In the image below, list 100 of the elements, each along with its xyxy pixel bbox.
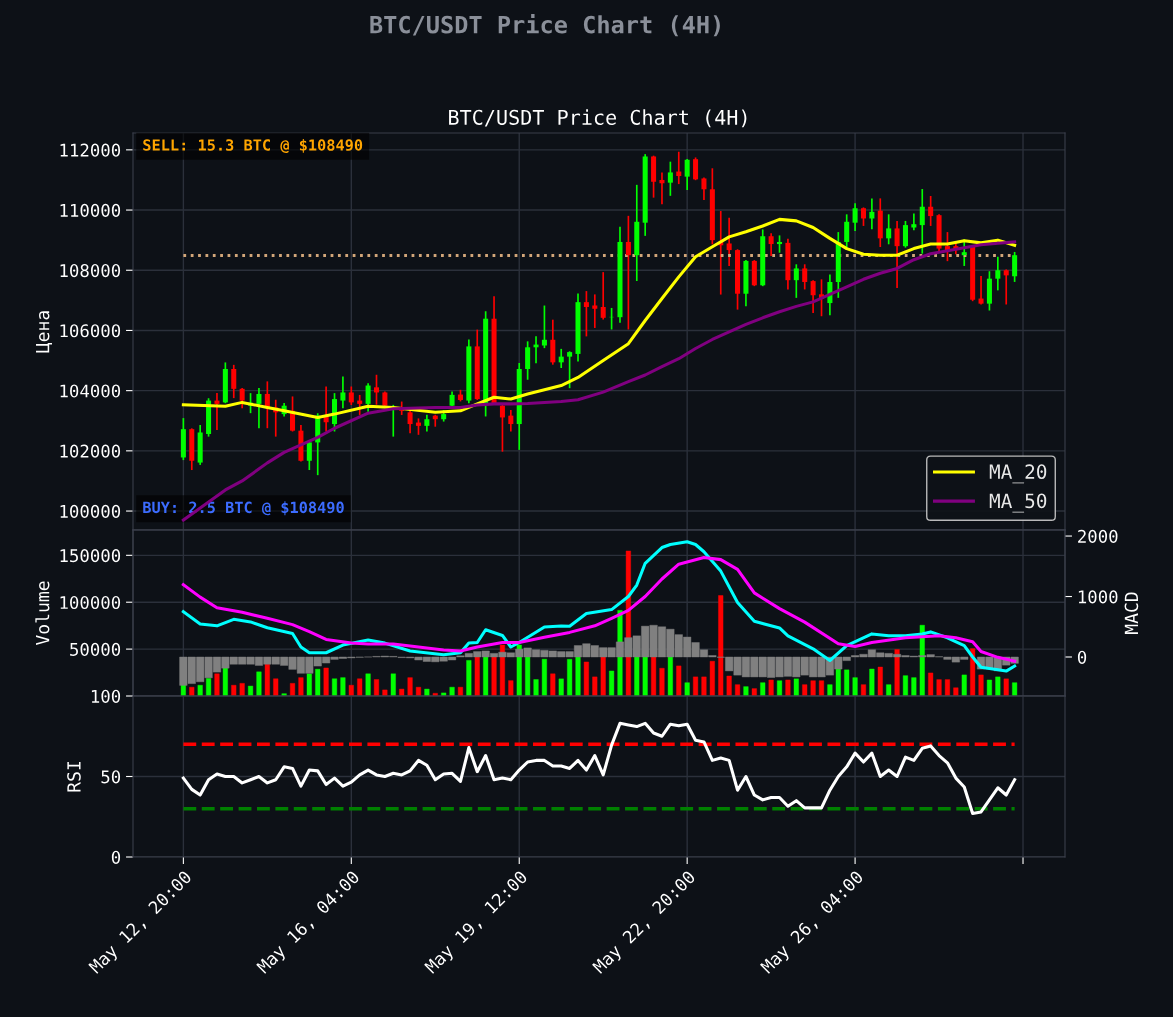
bar [231,685,237,696]
candlestick [978,276,984,305]
y-tick-label: 50 [101,770,121,784]
candlestick [693,157,699,181]
candlestick [902,220,908,248]
bar [331,678,338,696]
bar [726,675,732,696]
candlestick [911,213,917,231]
candlestick [844,214,850,250]
candlestick [340,376,346,409]
y-tick-label: 150000 [60,549,121,563]
y-tick-label: 104000 [60,384,121,398]
bar [298,677,304,696]
bar [659,668,665,696]
bar [827,684,833,696]
bar [751,688,757,696]
bar [743,686,749,696]
bar [877,666,883,696]
candlestick [852,203,858,232]
chart-subtitle: BTC/USDT Price Chart (4H) [370,14,720,37]
y-tick-label: 100000 [60,595,121,610]
y-tick-label: 102000 [60,444,121,458]
bar [944,679,950,696]
bar [239,683,245,696]
bar [709,661,715,696]
chart-title: BTC/USDT Price Chart (4H) [449,109,747,128]
candlestick [600,272,606,320]
bar [860,684,867,696]
bar [911,677,917,696]
candlestick [894,220,900,288]
bar [399,688,405,696]
bar [936,679,942,696]
candlestick [726,217,732,266]
candlestick [869,198,875,230]
bar [1012,682,1018,696]
y-axis-title: Volume [35,581,50,646]
candlestick [499,404,505,452]
candlestick [583,291,589,337]
bar [902,675,908,696]
bar [533,679,539,696]
candlestick [256,388,262,429]
bar [323,667,329,696]
bar [718,595,724,696]
y-tick-label: 100000 [60,504,121,518]
candlestick [592,294,598,328]
bar [340,677,346,696]
bar [894,649,900,696]
bar [365,673,371,696]
bar [869,668,875,696]
candlestick [793,264,799,298]
candlestick [701,177,707,201]
bar [558,678,564,696]
candlestick [373,374,380,405]
bar [684,682,690,696]
legend-label: MA_20 [989,464,1047,484]
candlestick [550,319,556,365]
y-tick-label: 112000 [60,143,121,157]
bar [348,685,354,696]
bar [441,692,447,696]
bar [760,682,766,696]
bar [844,669,850,696]
y2-axis-title: MACD [1124,592,1139,634]
bar [248,685,254,696]
bar [986,679,992,696]
bar [978,674,984,696]
y-tick-label: 100 [91,689,121,703]
bar [609,670,615,696]
bar [382,689,388,696]
candlestick [365,383,371,412]
bar [928,672,934,696]
bar [508,680,514,696]
candlestick [525,341,531,380]
bar [357,678,363,696]
bar [407,677,413,696]
bar [961,674,967,696]
candlestick [919,189,925,254]
candlestick [667,161,673,196]
bar [693,676,699,696]
y2-tick-label: 0 [1077,650,1087,664]
candlestick [625,215,631,330]
y-tick-label: 108000 [60,264,121,278]
candlestick [684,158,690,191]
line-series [181,721,1017,816]
bar [676,665,682,696]
candlestick [961,239,967,266]
candlestick [407,409,413,434]
candlestick [928,195,934,226]
bar [852,677,858,696]
y-tick-label: 110000 [60,203,121,217]
candlestick [995,256,1001,291]
candlestick [802,264,808,290]
bar [499,644,505,696]
bar [256,671,262,696]
y-axis-title: Цена [36,311,53,353]
bar [281,693,287,696]
bar [449,686,455,696]
bar [802,684,808,696]
bar [424,688,430,696]
candlestick [1012,251,1018,282]
y-tick-label: 106000 [60,324,121,338]
